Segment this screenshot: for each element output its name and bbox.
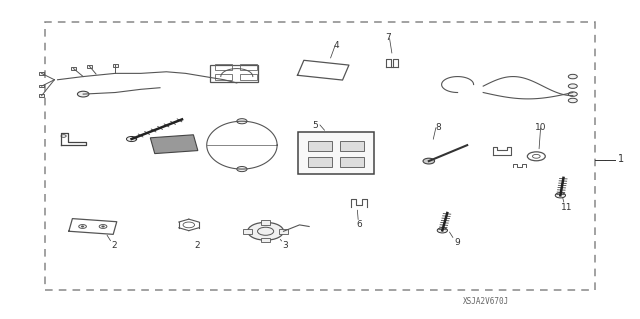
Bar <box>308 157 332 167</box>
Bar <box>340 157 364 167</box>
Text: 10: 10 <box>535 123 547 132</box>
Circle shape <box>127 137 137 142</box>
Circle shape <box>77 91 89 97</box>
Text: 5: 5 <box>312 121 317 130</box>
Circle shape <box>248 222 284 240</box>
Text: 4: 4 <box>333 41 339 50</box>
Bar <box>308 141 332 151</box>
Bar <box>261 238 270 242</box>
Bar <box>87 65 92 68</box>
Text: 11: 11 <box>561 203 572 211</box>
Circle shape <box>568 92 577 96</box>
Bar <box>214 64 232 70</box>
Bar <box>340 141 364 151</box>
Circle shape <box>568 84 577 88</box>
Text: 2: 2 <box>111 241 116 250</box>
Circle shape <box>568 98 577 103</box>
Text: 1: 1 <box>618 154 624 165</box>
Bar <box>45 22 595 290</box>
Bar <box>279 229 288 234</box>
Text: 9: 9 <box>454 238 460 247</box>
Text: XSJA2V670J: XSJA2V670J <box>463 297 509 306</box>
Bar <box>39 94 44 97</box>
Bar <box>239 74 257 80</box>
Text: 2: 2 <box>195 241 200 250</box>
Bar <box>239 64 257 70</box>
Text: 3: 3 <box>282 241 287 250</box>
Polygon shape <box>150 135 198 153</box>
Bar <box>71 67 76 70</box>
Circle shape <box>237 119 247 124</box>
Text: 6: 6 <box>357 220 362 229</box>
Circle shape <box>556 193 566 198</box>
Bar <box>113 64 118 67</box>
Text: 8: 8 <box>436 123 441 132</box>
Bar <box>210 65 258 82</box>
Circle shape <box>237 167 247 172</box>
Circle shape <box>437 228 447 233</box>
Circle shape <box>423 158 435 164</box>
Circle shape <box>568 74 577 79</box>
Bar <box>243 229 252 234</box>
Circle shape <box>81 226 84 227</box>
Bar <box>261 220 270 225</box>
Bar <box>214 74 232 80</box>
Bar <box>298 132 374 174</box>
Text: 7: 7 <box>385 33 390 42</box>
Bar <box>39 85 44 87</box>
Bar <box>39 72 44 75</box>
Circle shape <box>102 226 104 227</box>
